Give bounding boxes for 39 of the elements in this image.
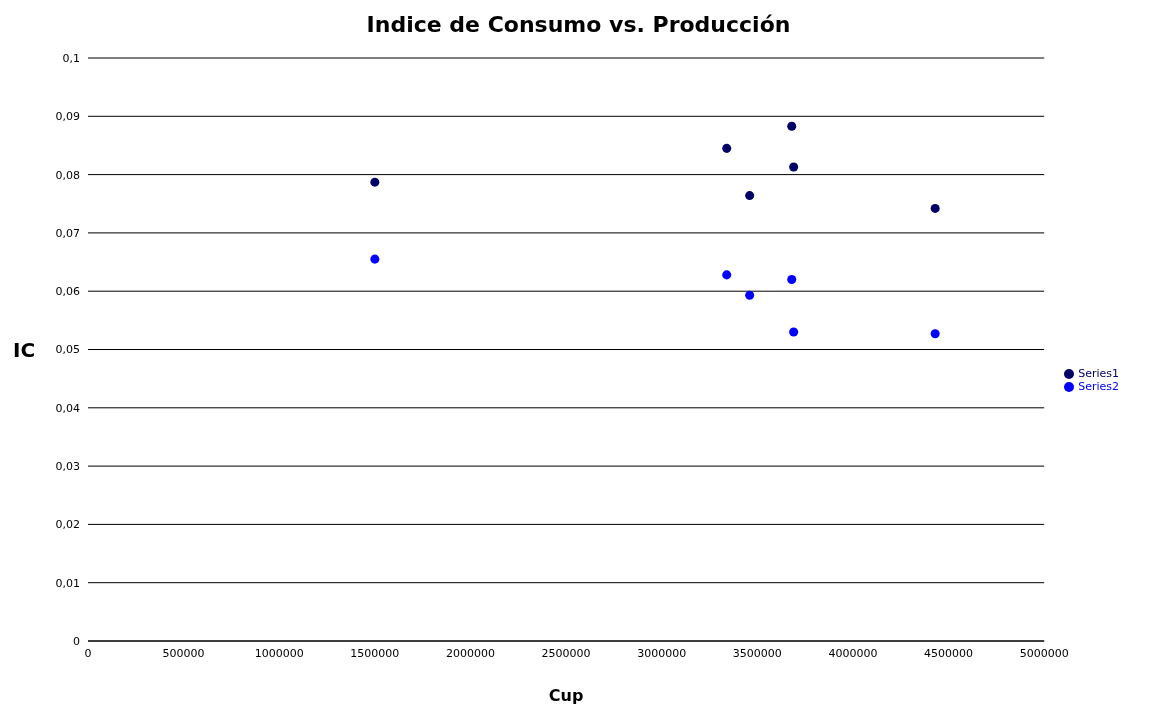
- x-axis-title: Cup: [548, 686, 584, 705]
- point: [370, 254, 380, 264]
- y-tick-label: 0,09: [55, 110, 80, 124]
- y-tick-label: 0: [73, 634, 80, 648]
- y-tick-label: 0,04: [55, 401, 80, 415]
- x-tick-label: 2500000: [541, 646, 591, 660]
- point: [722, 270, 732, 280]
- point: [787, 275, 797, 285]
- point: [930, 329, 940, 339]
- y-tick-label: 0,08: [55, 168, 80, 182]
- point: [722, 143, 732, 153]
- point: [789, 162, 799, 172]
- y-tick-label: 0,05: [55, 343, 80, 357]
- x-tick-label: 1500000: [350, 646, 400, 660]
- x-tick-label: 4500000: [924, 646, 974, 660]
- y-tick-label: 0,02: [55, 518, 80, 532]
- x-tick-label: 1000000: [254, 646, 304, 660]
- x-tick-label: 3000000: [637, 646, 687, 660]
- chart-title: Indice de Consumo vs. Producción: [365, 11, 792, 39]
- x-tick-label: 5000000: [1019, 646, 1069, 660]
- point: [370, 177, 380, 187]
- y-tick-label: 0,06: [55, 285, 80, 299]
- x-tick-label: 3500000: [732, 646, 782, 660]
- y-tick-label: 0,1: [62, 51, 80, 65]
- point: [745, 191, 755, 201]
- x-tick-label: 0: [84, 646, 92, 660]
- y-axis-title: IC: [13, 337, 36, 362]
- y-tick-label: 0,07: [55, 226, 80, 240]
- x-tick-label: 4000000: [828, 646, 878, 660]
- x-tick-label: 500000: [162, 646, 205, 660]
- legend-label: Series2: [1078, 379, 1119, 393]
- y-tick-label: 0,03: [55, 460, 80, 474]
- point: [787, 121, 797, 131]
- point: [745, 290, 755, 300]
- legend-label: Series1: [1078, 366, 1119, 380]
- point: [930, 203, 940, 213]
- point: [789, 327, 799, 337]
- x-tick-label: 2000000: [445, 646, 495, 660]
- y-tick-label: 0,01: [55, 576, 80, 590]
